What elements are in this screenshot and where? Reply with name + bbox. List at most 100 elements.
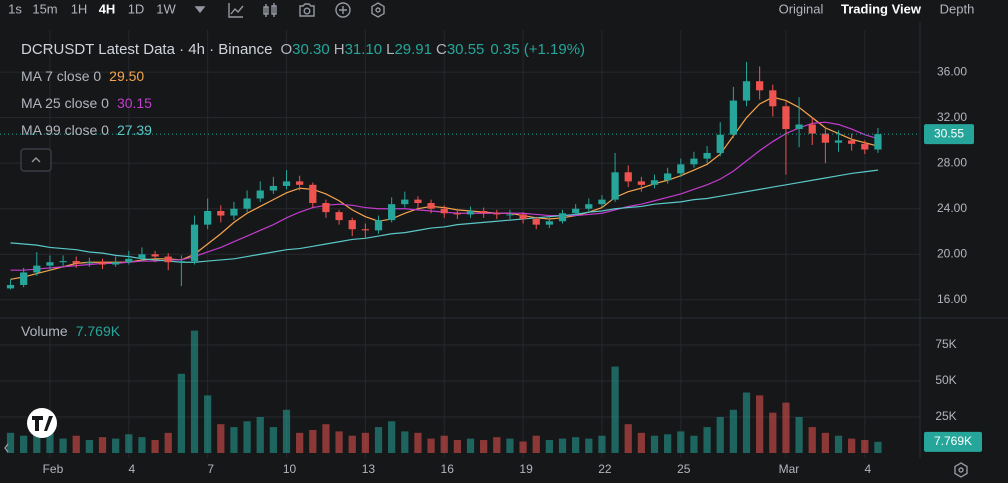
ma-value: 27.39 (117, 122, 152, 138)
view-tab[interactable]: Original (779, 1, 824, 16)
logo-mark (32, 416, 53, 431)
candle-body (177, 261, 185, 263)
candle-body (729, 100, 737, 135)
volume-bar (795, 417, 803, 453)
candle-body (427, 203, 435, 209)
y-tick-label: 16.00 (937, 292, 967, 306)
ohlc-value: 30.55 (447, 41, 485, 58)
candle-body (861, 143, 869, 150)
candle-body (269, 185, 277, 191)
volume-bar (729, 409, 737, 453)
ohlc-label: O (281, 41, 293, 58)
candle-type-icon[interactable] (263, 3, 277, 17)
interval-button[interactable]: 4H (99, 1, 116, 16)
y-tick-label: 36.00 (937, 64, 967, 78)
candle-body (440, 208, 448, 214)
volume-current-badge: 7.769K (934, 434, 972, 448)
settings-icon[interactable] (371, 2, 385, 18)
interval-button[interactable]: 1H (71, 1, 88, 16)
candle-body (72, 261, 80, 264)
volume-bar (388, 421, 396, 453)
volume-current: 7.769K (76, 323, 121, 339)
ma-value: 29.50 (109, 68, 144, 84)
candle-body (506, 214, 514, 216)
view-tab[interactable]: Depth (940, 1, 975, 16)
interval-button[interactable]: 1W (156, 1, 176, 16)
candle-body (611, 172, 619, 200)
volume-bar (151, 440, 159, 453)
add-icon[interactable] (335, 2, 351, 18)
candle-body (637, 181, 645, 185)
candle-body (782, 106, 790, 130)
volume-badge (924, 431, 982, 452)
volume-bar (690, 435, 698, 453)
interval-button[interactable]: 15m (32, 1, 57, 16)
candle-body (834, 140, 843, 143)
candle-body (650, 180, 659, 185)
candle-body (848, 140, 856, 144)
candle-body (190, 224, 199, 262)
volume-bar (572, 437, 580, 453)
settings-icon-center (375, 7, 381, 13)
indicator-icon[interactable] (228, 3, 244, 18)
candle-body (821, 133, 829, 143)
candle-body (453, 213, 461, 215)
volume-bar (282, 409, 291, 453)
x-tick-label: 10 (283, 462, 297, 476)
y-tick-label: 28.00 (937, 155, 967, 169)
candle-body (282, 181, 291, 186)
tradingview-logo (27, 408, 57, 438)
volume-bar (650, 435, 659, 453)
screenshot-icon[interactable] (299, 3, 315, 17)
interval-button[interactable]: 1s (8, 1, 22, 16)
candle-body (742, 81, 751, 101)
volume-bar (361, 432, 369, 453)
candle-body (808, 124, 816, 134)
candle-body (335, 212, 343, 221)
ohlc-label: L (386, 41, 394, 58)
candle-body (716, 134, 724, 153)
chart-title: DCRUSDT Latest Data · 4h · Binance (21, 41, 273, 58)
volume-bar (769, 412, 777, 453)
volume-bar (296, 432, 304, 453)
candle-body (20, 272, 28, 285)
candle-body (151, 254, 159, 257)
candle-body (6, 284, 15, 289)
volume-bar (545, 440, 553, 453)
candle-body (125, 258, 133, 263)
scroll-left-arrow[interactable] (4, 443, 9, 453)
ma-name: MA 7 close 0 (21, 68, 101, 84)
volume-bar (177, 373, 185, 453)
volume-bar (190, 330, 199, 453)
volume-tick-label: 50K (935, 373, 956, 387)
interval-dropdown[interactable] (194, 6, 206, 14)
candle-body (493, 213, 501, 215)
volume-bar (453, 440, 461, 453)
x-tick-label: 13 (362, 462, 376, 476)
candle-body (374, 220, 383, 231)
volume-bar (348, 435, 356, 453)
candle-body (296, 181, 304, 185)
volume-bar (322, 424, 330, 453)
view-tab[interactable]: Trading View (841, 1, 922, 16)
candle-body (480, 210, 488, 214)
volume-bar (401, 431, 409, 453)
ohlc-label: H (334, 41, 345, 58)
candle-body (558, 213, 567, 222)
volume-bar (585, 438, 593, 453)
ohlc-value: 31.10 (345, 41, 383, 58)
volume-legend: Volume 7.769K (21, 323, 121, 339)
interval-button[interactable]: 1D (128, 1, 145, 16)
candle-body (309, 184, 317, 204)
volume-bar (374, 427, 383, 453)
legend: DCRUSDT Latest Data · 4h · Binance O30.30… (21, 41, 585, 58)
x-tick-label: 4 (128, 462, 135, 476)
collapse-legend-button[interactable] (20, 148, 52, 172)
chart-settings-icon[interactable] (954, 462, 968, 478)
candle-body (85, 262, 93, 264)
volume-bar (861, 440, 869, 453)
candle-body (874, 134, 882, 150)
volume-bar (611, 366, 619, 453)
y-tick-label: 32.00 (937, 110, 967, 124)
